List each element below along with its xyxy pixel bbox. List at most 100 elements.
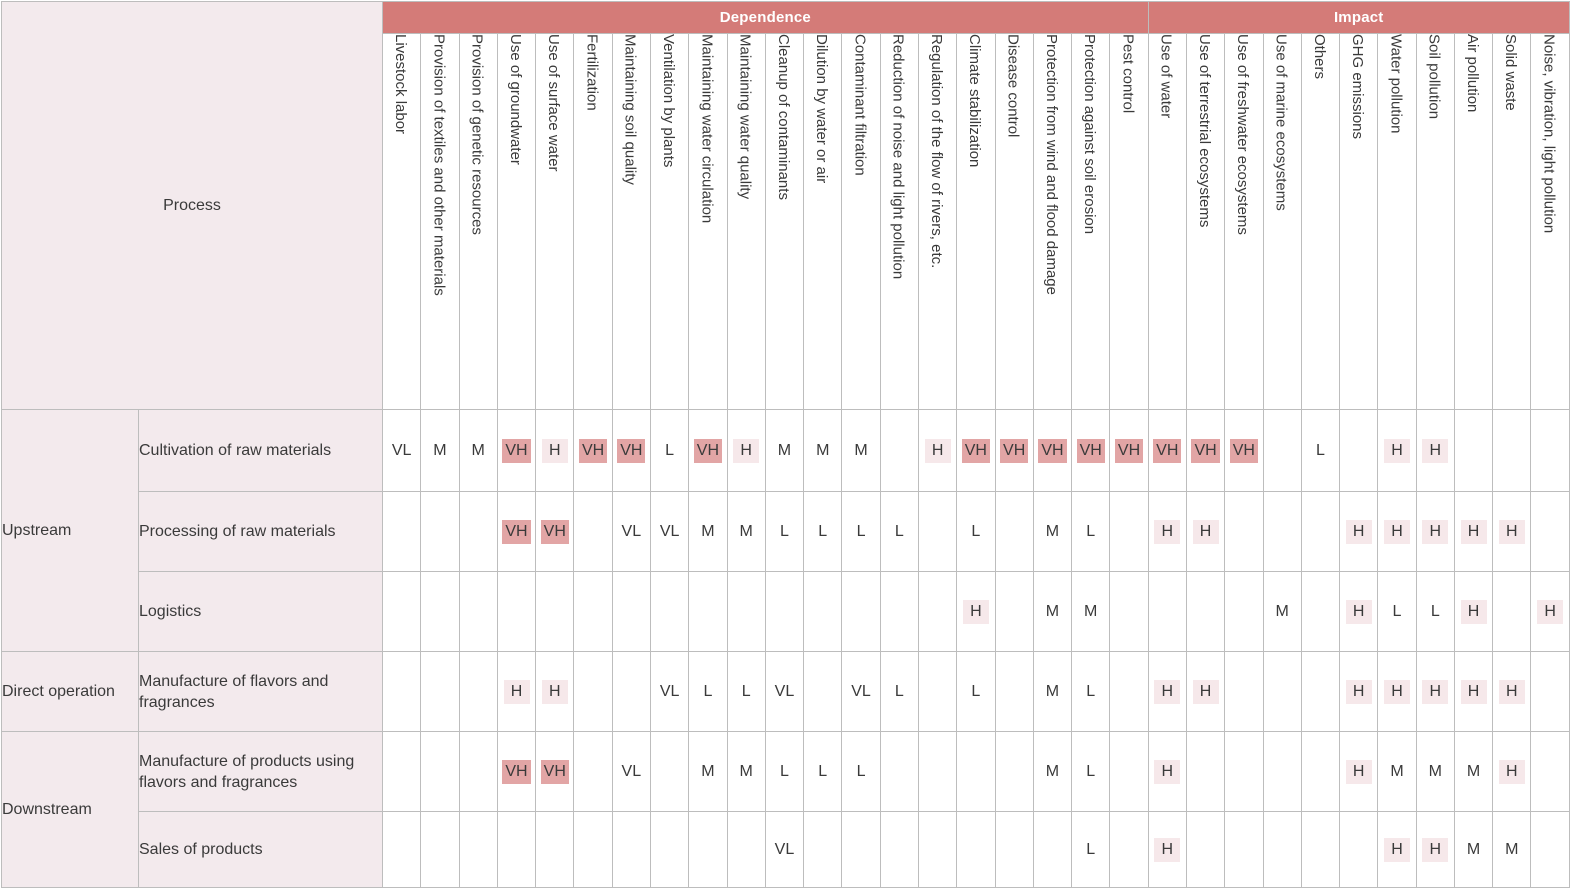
rating-cell bbox=[611, 651, 651, 732]
rating-cell: M bbox=[420, 409, 460, 492]
column-header: Maintaining water circulation bbox=[688, 33, 728, 410]
rating-cell bbox=[841, 571, 881, 652]
rating-cell bbox=[458, 571, 498, 652]
rating-value: L bbox=[856, 522, 866, 540]
rating-value: H bbox=[1345, 759, 1372, 784]
rating-value: H bbox=[503, 679, 530, 704]
rating-cell: H bbox=[1339, 491, 1379, 572]
column-header: Use of freshwater ecosystems bbox=[1224, 33, 1264, 410]
rating-value: VH bbox=[1076, 438, 1105, 463]
rating-cell: M bbox=[726, 491, 766, 572]
rating-cell: H bbox=[1453, 491, 1494, 572]
column-header: Soil pollution bbox=[1415, 33, 1455, 410]
rating-cell: VH bbox=[496, 409, 537, 492]
column-header: Protection against soil erosion bbox=[1071, 33, 1111, 410]
rating-cell bbox=[1300, 571, 1341, 652]
rating-cell: L bbox=[956, 491, 996, 572]
rating-value: L bbox=[1392, 602, 1402, 620]
rating-cell: L bbox=[726, 651, 766, 732]
rating-cell: L bbox=[879, 651, 919, 732]
table-row: Processing of raw materials VH VH VL VL M M L L L… bbox=[2, 491, 1570, 572]
rating-cell: M bbox=[688, 731, 728, 812]
rating-cell bbox=[496, 811, 537, 888]
rating-cell: H bbox=[917, 409, 958, 492]
column-header-label: Protection from wind and flood damage bbox=[1042, 34, 1060, 295]
rating-cell bbox=[956, 731, 996, 812]
rating-cell: L bbox=[1071, 651, 1111, 732]
rating-cell bbox=[879, 409, 919, 492]
rating-cell: L bbox=[803, 731, 843, 812]
rating-cell: M bbox=[1377, 731, 1417, 812]
rating-cell: M bbox=[1453, 811, 1494, 888]
rating-cell bbox=[726, 811, 766, 888]
column-header: Others bbox=[1300, 33, 1341, 410]
rating-cell bbox=[458, 651, 498, 732]
rating-value: H bbox=[962, 599, 989, 624]
rating-cell bbox=[649, 811, 690, 888]
rating-cell: H bbox=[1339, 571, 1379, 652]
rating-cell: L bbox=[1071, 731, 1111, 812]
rating-value: H bbox=[1154, 519, 1181, 544]
rating-value: M bbox=[1428, 762, 1442, 780]
rating-cell bbox=[803, 811, 843, 888]
column-header-label: Use of water bbox=[1157, 34, 1175, 119]
stage-label: Downstream bbox=[1, 731, 139, 888]
table-row: Direct operation Manufacture of flavors a… bbox=[1, 651, 1570, 732]
column-header-label: Use of marine ecosystems bbox=[1272, 34, 1290, 211]
rating-value: VH bbox=[1229, 438, 1258, 463]
column-header: Dilution by water or air bbox=[803, 33, 843, 410]
rating-cell: L bbox=[1377, 571, 1417, 652]
rating-value: H bbox=[1537, 599, 1564, 624]
rating-value: M bbox=[1466, 840, 1481, 858]
rating-value: H bbox=[1460, 599, 1487, 624]
column-header-label: Use of surface water bbox=[545, 34, 563, 172]
column-header: Protection from wind and flood damage bbox=[1032, 33, 1073, 410]
rating-cell bbox=[764, 571, 805, 652]
column-header-label: Maintaining water quality bbox=[736, 34, 754, 200]
rating-cell: H bbox=[535, 651, 575, 732]
rating-cell bbox=[1530, 409, 1570, 492]
rating-cell bbox=[841, 811, 881, 888]
rating-value: H bbox=[924, 438, 951, 463]
stage-label: Upstream bbox=[1, 409, 139, 652]
rating-value: VL bbox=[851, 682, 871, 700]
column-header: Use of groundwater bbox=[496, 33, 537, 410]
group-header-row: Process Dependence Impact bbox=[0, 1, 1570, 410]
column-header-row: Livestock labor Provision of textiles and… bbox=[2, 33, 1570, 410]
rating-cell: H bbox=[1453, 571, 1494, 652]
rating-cell bbox=[382, 491, 422, 572]
rating-value: VH bbox=[1153, 438, 1182, 463]
rating-cell: VH bbox=[535, 491, 575, 572]
rating-value: L bbox=[818, 762, 828, 780]
rating-value: VH bbox=[1191, 438, 1220, 463]
rating-value: VL bbox=[659, 522, 680, 540]
rating-value: M bbox=[1390, 762, 1404, 780]
rating-value: M bbox=[433, 441, 447, 459]
group-header-impact: Impact bbox=[1147, 1, 1570, 34]
rating-value: L bbox=[1086, 762, 1096, 780]
rating-value: H bbox=[1498, 759, 1525, 784]
rating-cell bbox=[1224, 811, 1264, 888]
rating-value: M bbox=[701, 522, 715, 540]
rating-cell bbox=[382, 811, 422, 888]
column-header-label: Cleanup of contaminants bbox=[774, 34, 792, 200]
rating-cell bbox=[1530, 811, 1570, 888]
rating-value: H bbox=[1383, 679, 1410, 704]
rating-value: L bbox=[894, 682, 904, 700]
column-header: Climate stabilization bbox=[956, 33, 996, 410]
rating-cell bbox=[994, 571, 1034, 652]
rating-value: M bbox=[1275, 602, 1289, 620]
rating-value: M bbox=[854, 441, 868, 459]
rating-cell: H bbox=[1377, 491, 1417, 572]
rating-cell: H bbox=[1377, 811, 1417, 888]
rating-cell: H bbox=[1185, 651, 1226, 732]
rating-cell: M bbox=[1071, 571, 1111, 652]
column-header: Regulation of the flow of rivers, etc. bbox=[917, 33, 958, 410]
rating-cell: VL bbox=[382, 409, 422, 492]
rating-value: VH bbox=[540, 519, 569, 544]
rating-cell: H bbox=[1147, 731, 1187, 812]
rating-cell: H bbox=[1339, 731, 1379, 812]
column-header: Ventilation by plants bbox=[649, 33, 690, 410]
column-header: Noise, vibration, light pollution bbox=[1530, 33, 1570, 410]
rating-cell: M bbox=[1453, 731, 1494, 812]
